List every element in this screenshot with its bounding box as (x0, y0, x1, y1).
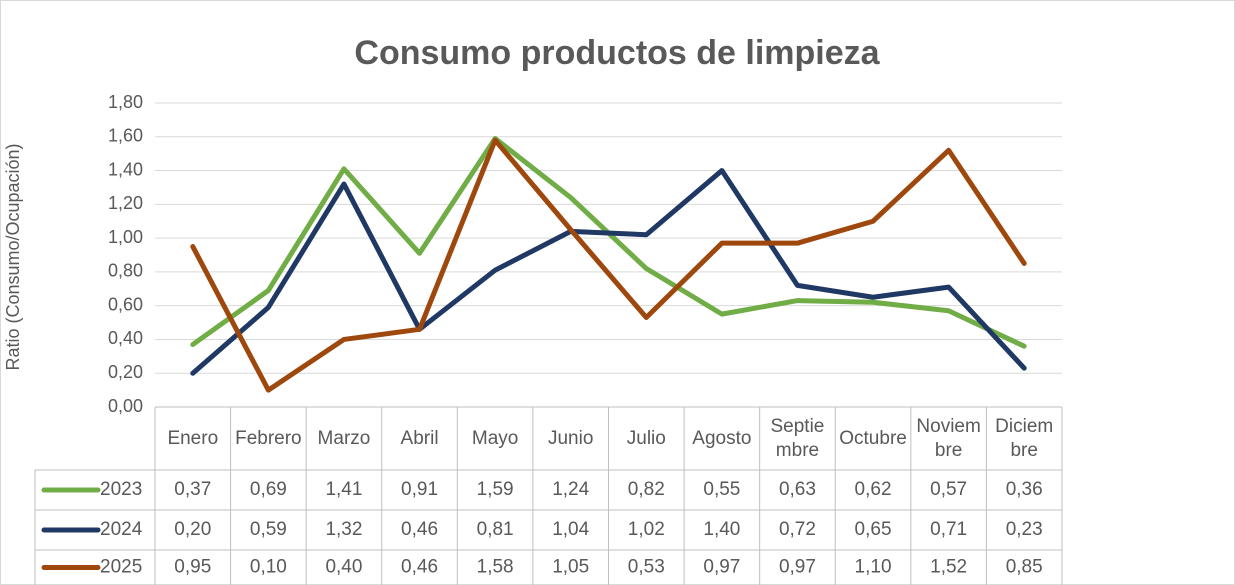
legend-label: 2023 (100, 479, 142, 500)
x-tick-label: Octubre (839, 427, 907, 449)
x-tick-label: Marzo (317, 427, 371, 449)
table-value: 1,59 (477, 479, 514, 500)
table-value: 0,72 (779, 519, 816, 540)
x-tick-label: Septiembre (770, 415, 825, 461)
table-value: 1,32 (325, 519, 362, 540)
category-cell: Junio (547, 427, 594, 449)
y-tick-label: 1,60 (108, 126, 143, 146)
table-value: 0,46 (401, 519, 438, 540)
x-tick-label: Febrero (235, 427, 302, 449)
table-value: 0,82 (628, 479, 665, 500)
table-value: 1,02 (628, 519, 665, 540)
y-axis-title: Ratio (Consumo/Ocupación) (3, 143, 23, 370)
y-tick-label: 1,00 (108, 227, 143, 247)
table-value: 0,97 (703, 557, 740, 578)
x-tick-label: Noviembre (916, 415, 981, 461)
table-value: 0,37 (174, 479, 211, 500)
table-value: 0,40 (325, 557, 362, 578)
table-value: 0,46 (401, 557, 438, 578)
table-value: 0,55 (703, 479, 740, 500)
y-tick-label: 0,80 (108, 261, 143, 281)
table-value: 1,24 (552, 479, 589, 500)
legend-label: 2025 (100, 557, 142, 578)
table-value: 0,10 (250, 557, 287, 578)
table-value: 0,97 (779, 557, 816, 578)
line-series (190, 137, 1027, 393)
legend-label: 2024 (100, 519, 143, 540)
table-value: 0,53 (628, 557, 665, 578)
table-value: 1,40 (703, 519, 740, 540)
table-value: 1,04 (552, 519, 589, 540)
y-tick-label: 1,40 (108, 159, 143, 179)
x-tick-label: Diciembre (995, 415, 1054, 461)
category-cell: Marzo (317, 427, 371, 449)
y-tick-label: 1,20 (108, 193, 143, 213)
table-value: 0,23 (1006, 519, 1043, 540)
x-tick-label: Junio (547, 427, 594, 449)
table-value: 0,20 (174, 519, 211, 540)
chart-title: Consumo productos de limpieza (354, 34, 880, 72)
category-cell: Noviembre (916, 415, 981, 461)
x-tick-label: Mayo (471, 427, 519, 449)
category-cell: Febrero (235, 427, 302, 449)
table-value: 1,05 (552, 557, 589, 578)
category-cell: Mayo (471, 427, 519, 449)
category-cell: Julio (626, 427, 666, 449)
table-value: 1,52 (930, 557, 967, 578)
category-cell: Agosto (692, 427, 752, 449)
table-value: 1,58 (477, 557, 514, 578)
table-value: 0,85 (1006, 557, 1043, 578)
y-tick-label: 1,80 (108, 92, 143, 112)
table-value: 0,62 (855, 479, 892, 500)
table-value: 0,63 (779, 479, 816, 500)
y-tick-label: 0,20 (108, 362, 143, 382)
category-cell: Diciembre (995, 415, 1054, 461)
table-value: 0,65 (855, 519, 892, 540)
table-value: 0,57 (930, 479, 967, 500)
category-cell: Abril (400, 427, 439, 449)
table-value: 0,91 (401, 479, 438, 500)
line-series (190, 168, 1027, 376)
y-tick-label: 0,40 (108, 328, 143, 348)
x-tick-label: Enero (167, 427, 219, 449)
table-value: 0,81 (477, 519, 514, 540)
x-tick-label: Julio (626, 427, 666, 449)
table-value: 1,41 (325, 479, 362, 500)
y-tick-label: 0,00 (108, 396, 143, 416)
x-tick-label: Abril (400, 427, 439, 449)
table-value: 0,95 (174, 557, 211, 578)
category-cell: Octubre (839, 427, 907, 449)
table-value: 0,69 (250, 479, 287, 500)
table-value: 0,59 (250, 519, 287, 540)
table-value: 0,36 (1006, 479, 1043, 500)
x-tick-label: Agosto (692, 427, 752, 449)
category-cell: Enero (167, 427, 219, 449)
category-cell: Septiembre (770, 415, 825, 461)
table-value: 0,71 (930, 519, 967, 540)
y-tick-label: 0,60 (108, 294, 143, 314)
table-value: 1,10 (855, 557, 892, 578)
